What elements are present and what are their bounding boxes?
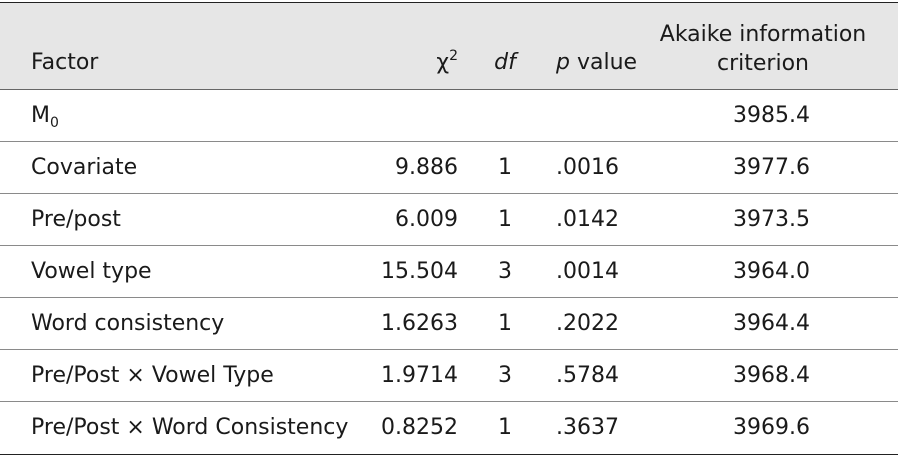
header-aic: Akaike information criterion <box>659 22 867 76</box>
row-p-value: .0016 <box>556 155 619 180</box>
row-p-value: .5784 <box>556 363 619 388</box>
row-aic: 3985.4 <box>733 103 810 128</box>
row-aic: 3964.4 <box>733 311 810 336</box>
row-p-value: .0014 <box>556 259 619 284</box>
row-df: 1 <box>498 311 512 336</box>
table-row: Pre/post 6.009 1 .0142 3973.5 <box>0 194 898 246</box>
row-chi-square: 1.6263 <box>381 311 458 336</box>
row-df: 3 <box>498 259 512 284</box>
header-p-value: p value <box>556 50 638 75</box>
row-chi-square: 0.8252 <box>381 415 458 440</box>
row-factor: Vowel type <box>31 259 152 284</box>
table-header: Factor χ2 df p value Akaike information … <box>0 3 898 90</box>
row-df: 1 <box>498 155 512 180</box>
row-chi-square: 1.9714 <box>381 363 458 388</box>
row-factor: Pre/Post × Word Consistency <box>31 415 349 440</box>
row-factor: Pre/Post × Vowel Type <box>31 363 274 388</box>
row-factor: M0 <box>31 103 59 131</box>
row-chi-square: 6.009 <box>395 207 458 232</box>
row-df: 1 <box>498 415 512 440</box>
row-aic: 3977.6 <box>733 155 810 180</box>
table-row: Word consistency 1.6263 1 .2022 3964.4 <box>0 298 898 350</box>
row-aic: 3973.5 <box>733 207 810 232</box>
row-aic: 3964.0 <box>733 259 810 284</box>
table-row: Covariate 9.886 1 .0016 3977.6 <box>0 142 898 194</box>
table-row: Pre/Post × Word Consistency 0.8252 1 .36… <box>0 402 898 453</box>
table-row: Pre/Post × Vowel Type 1.9714 3 .5784 396… <box>0 350 898 402</box>
header-df: df <box>494 50 516 75</box>
row-factor: Pre/post <box>31 207 121 232</box>
table-row: Vowel type 15.504 3 .0014 3964.0 <box>0 246 898 298</box>
row-p-value: .0142 <box>556 207 619 232</box>
header-factor: Factor <box>31 50 99 75</box>
row-aic: 3969.6 <box>733 415 810 440</box>
row-chi-square: 9.886 <box>395 155 458 180</box>
row-df: 1 <box>498 207 512 232</box>
table-row-m0: M0 3985.4 <box>0 90 898 142</box>
row-p-value: .3637 <box>556 415 619 440</box>
row-df: 3 <box>498 363 512 388</box>
row-aic: 3968.4 <box>733 363 810 388</box>
header-chi-square: χ2 <box>436 48 458 75</box>
row-factor: Word consistency <box>31 311 225 336</box>
row-p-value: .2022 <box>556 311 619 336</box>
row-factor: Covariate <box>31 155 138 180</box>
row-chi-square: 15.504 <box>381 259 458 284</box>
